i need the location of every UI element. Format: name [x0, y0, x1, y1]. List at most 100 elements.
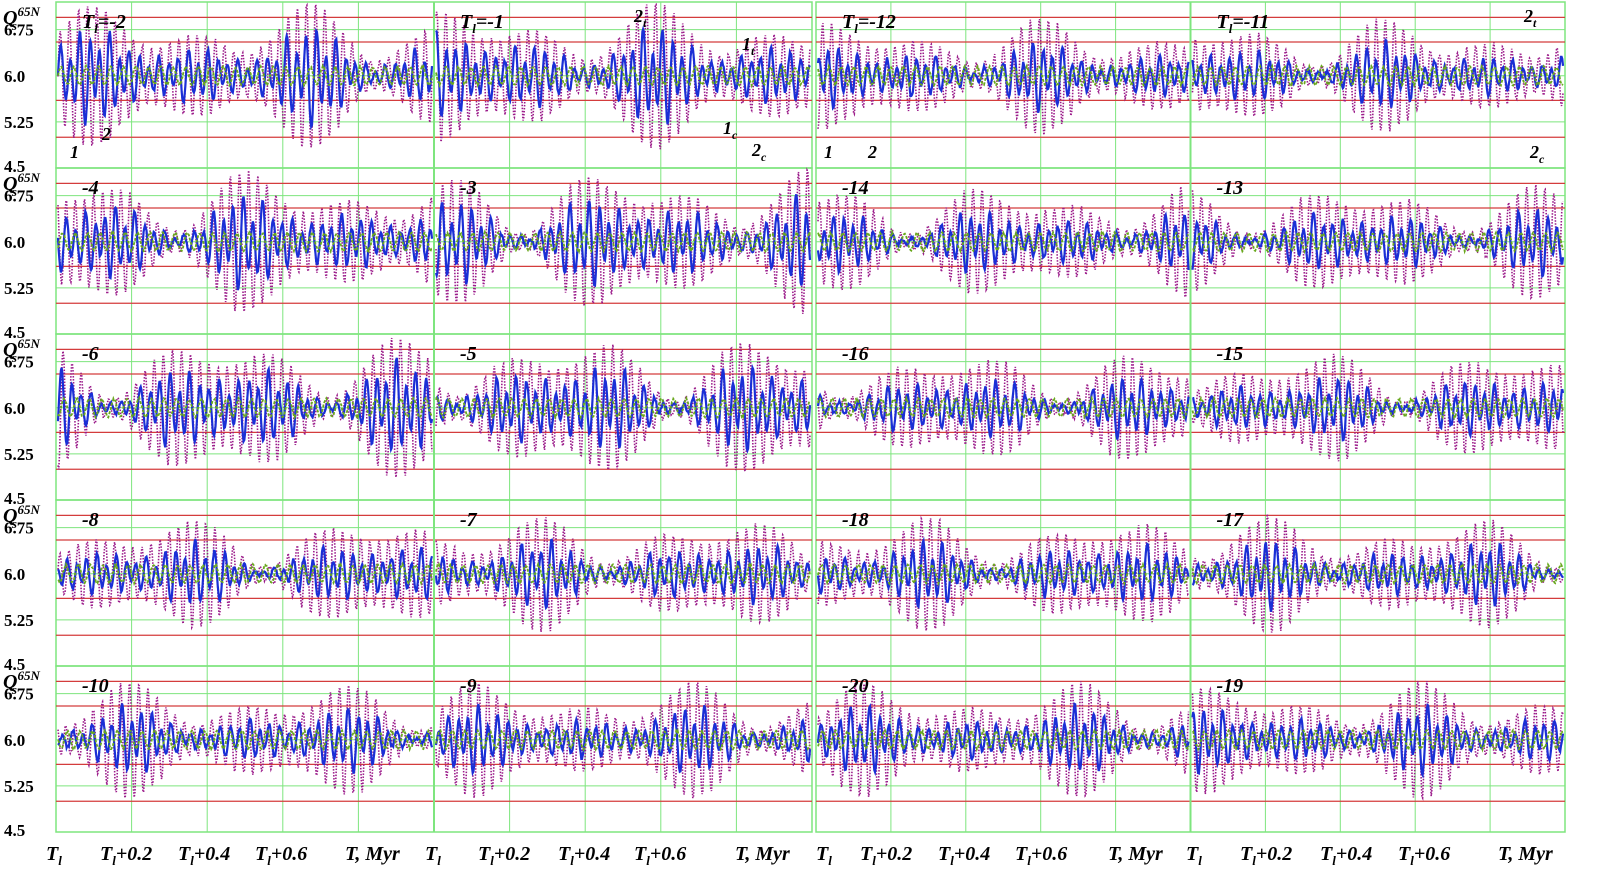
series-curve-c [57, 727, 433, 753]
panel-label: -8 [82, 509, 99, 531]
series-curve-c [435, 395, 811, 421]
series-curve-c [817, 229, 1190, 255]
series-curve-c [57, 561, 433, 587]
series-curve-c [817, 726, 1190, 753]
series-curve-1 [56, 357, 434, 454]
panel-label: Tl=-1 [460, 11, 504, 36]
curve-annotation: 2t [1523, 6, 1537, 30]
x-tick-label: Tl+0.2 [478, 843, 530, 868]
panel-label: -18 [842, 509, 869, 531]
panel-label: -4 [82, 177, 99, 199]
series-curve-1 [435, 363, 812, 454]
series-curve-c [817, 395, 1190, 420]
x-tick-label: T, Myr [345, 843, 400, 865]
x-tick-label: T, Myr [735, 843, 790, 865]
y-tick-label: 6.0 [4, 565, 25, 584]
series-curve-1 [56, 196, 434, 291]
panel-label: -19 [1217, 675, 1244, 697]
series-curve-2 [1191, 681, 1564, 801]
series-curve-c [435, 728, 811, 752]
series-curve-2 [57, 520, 433, 631]
x-tick-label: Tl [816, 843, 832, 868]
series-curve-1 [816, 375, 1190, 440]
y-tick-label: 6.75 [4, 187, 34, 206]
y-tick-label: 6.75 [4, 519, 34, 538]
y-tick-label: 5.25 [4, 279, 34, 298]
series-curve-c [57, 394, 433, 421]
series-curve-2 [1191, 514, 1564, 633]
panel-label: Tl=-2 [82, 11, 126, 36]
y-tick-label: 4.5 [4, 489, 25, 508]
panel-label: Tl=-12 [842, 11, 896, 36]
curve-annotation: 1 [824, 142, 833, 162]
series-curve-2 [817, 681, 1190, 798]
x-tick-label: Tl [425, 843, 441, 868]
series-curve-2 [817, 515, 1190, 631]
x-tick-label: Tl+0.6 [255, 843, 307, 868]
y-tick-label: 5.25 [4, 445, 34, 464]
series-curve-2 [435, 342, 811, 475]
series-curve-c [1192, 728, 1564, 754]
series-curve-1 [1191, 38, 1565, 108]
series-curve-1 [434, 538, 811, 611]
panel-label: Tl=-11 [1217, 11, 1270, 36]
series-curve-2 [817, 355, 1190, 460]
series-curve-2 [435, 517, 811, 632]
curve-annotation: 2c [751, 140, 767, 164]
series-curve-2 [57, 170, 433, 312]
x-tick-label: Tl+0.4 [178, 843, 230, 868]
series-curve-1 [56, 27, 434, 131]
series-curve-2 [435, 3, 811, 150]
x-tick-label: Tl+0.6 [1015, 843, 1067, 868]
series-curve-c [435, 229, 811, 255]
y-tick-label: 5.25 [4, 777, 34, 796]
y-axis-label: Q65N s [3, 502, 40, 531]
curve-annotation: 2 [867, 142, 877, 162]
series-curve-c [1191, 63, 1564, 89]
x-tick-label: Tl+0.6 [1398, 843, 1450, 868]
series-curve-1 [57, 703, 434, 774]
series-curve-c [435, 63, 811, 89]
y-tick-label: 4.5 [4, 655, 25, 674]
series-curve-1 [1192, 377, 1565, 442]
y-axis-label: Q65N s [3, 170, 40, 199]
y-tick-label: 6.75 [4, 353, 34, 372]
series-curve-2 [57, 337, 433, 478]
panel-label: -3 [460, 177, 477, 199]
x-tick-label: Tl+0.2 [100, 843, 152, 868]
y-tick-label: 6.0 [4, 399, 25, 418]
panel-label: -13 [1217, 177, 1244, 199]
x-tick-label: T, Myr [1108, 843, 1163, 865]
x-tick-label: Tl+0.4 [558, 843, 610, 868]
y-tick-label: 5.25 [4, 113, 34, 132]
y-axis-label: Q65N s [3, 668, 40, 697]
series-curve-c [1191, 561, 1564, 587]
panel-label: -16 [842, 343, 869, 365]
y-axis-label: Q65N s [3, 336, 40, 365]
series-curve-1 [57, 538, 434, 605]
series-curve-c [57, 63, 433, 88]
series-curve-1 [816, 536, 1190, 610]
panel-label: -6 [82, 343, 99, 365]
y-tick-label: 4.5 [4, 157, 25, 176]
series-curve-2 [817, 186, 1190, 298]
series-curve-c [1192, 229, 1564, 255]
x-tick-label: T, Myr [1498, 843, 1553, 865]
panel-label: -7 [460, 509, 478, 531]
y-axis-label: Q65N s [3, 4, 40, 33]
x-tick-label: Tl+0.4 [938, 843, 990, 868]
panel-label: -5 [460, 343, 477, 365]
series-curve-c [1191, 395, 1564, 421]
y-tick-label: 6.0 [4, 731, 25, 750]
x-tick-label: Tl+0.6 [634, 843, 686, 868]
y-tick-label: 5.25 [4, 611, 34, 630]
x-tick-label: Tl+0.2 [1240, 843, 1292, 868]
panel-label: -10 [82, 675, 109, 697]
series-curve-c [435, 561, 811, 586]
series-curve-c [817, 561, 1190, 587]
series-curve-2 [1191, 353, 1564, 462]
curve-annotation: 1 [70, 142, 79, 162]
x-tick-label: Tl [1186, 843, 1202, 868]
series-curve-1 [434, 703, 812, 777]
series-curve-1 [816, 209, 1190, 277]
